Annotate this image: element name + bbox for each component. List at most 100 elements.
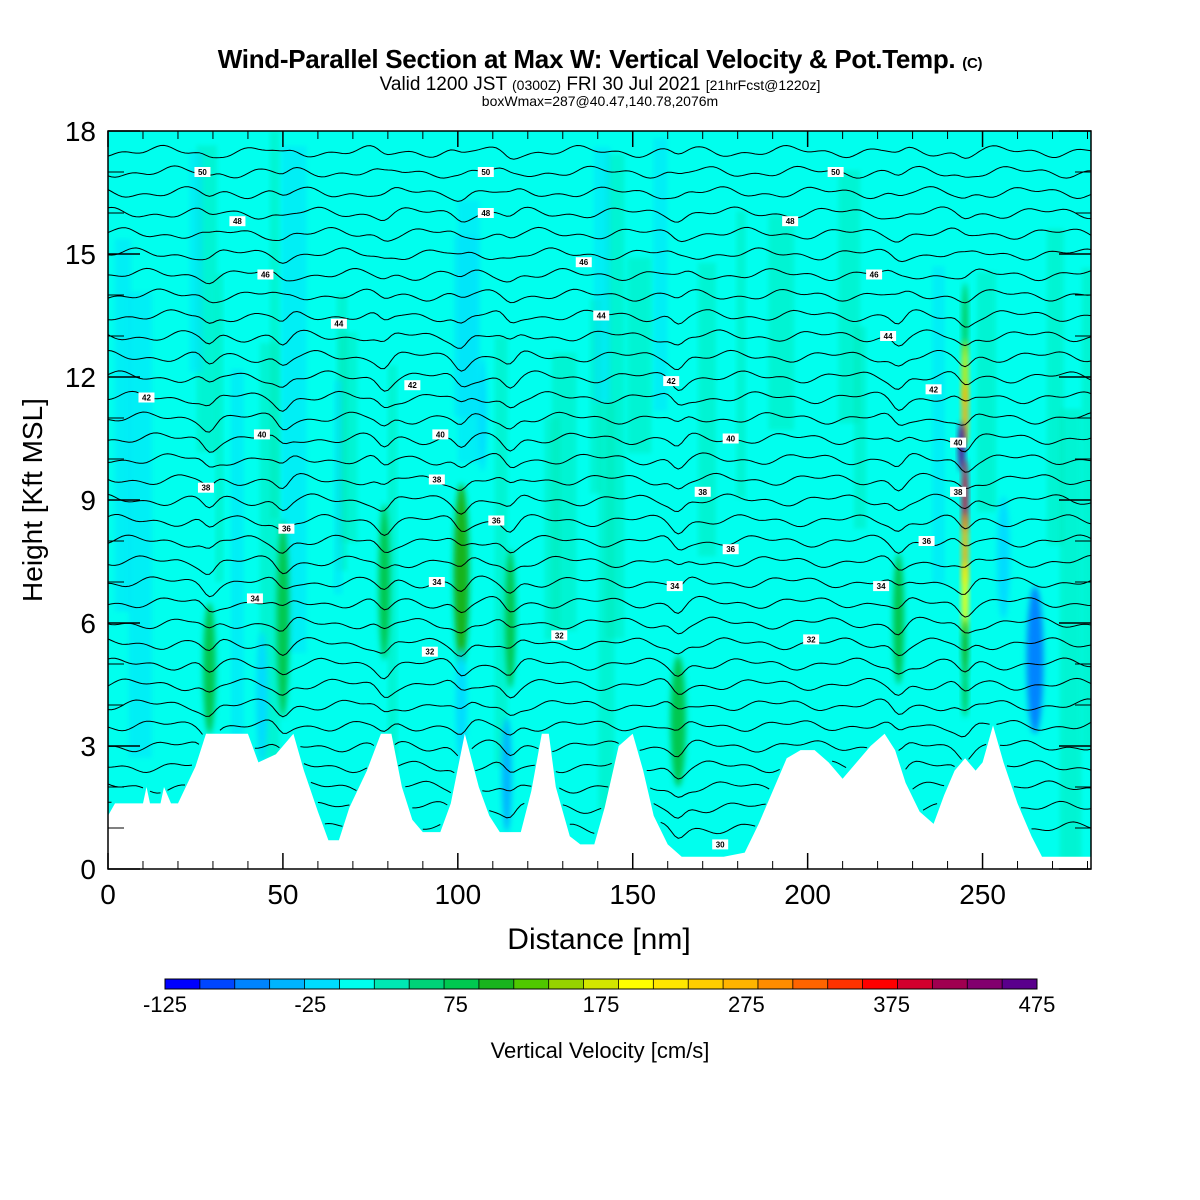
- theta-label-bg: [421, 646, 438, 657]
- theta-label-bg: [722, 433, 739, 444]
- colorbar-tick-label: -25: [294, 992, 326, 1017]
- theta-label: 32: [803, 634, 820, 645]
- streak-band: [598, 402, 615, 811]
- y-axis-label: Height [Kft MSL]: [17, 398, 48, 602]
- theta-label-bg: [432, 429, 449, 440]
- colorbar-swatch: [897, 979, 933, 989]
- theta-label-text: 44: [884, 332, 893, 341]
- colorbar-swatch: [792, 979, 829, 989]
- theta-label: 44: [593, 310, 610, 321]
- velocity-cell: [962, 668, 968, 718]
- theta-label-text: 46: [579, 258, 588, 267]
- streak-band: [1046, 228, 1064, 546]
- streak-band: [128, 292, 152, 758]
- velocity-cell: [276, 520, 290, 718]
- theta-label: 34: [428, 577, 445, 587]
- theta-label: 36: [278, 523, 295, 534]
- colorbar-swatch: [618, 979, 654, 989]
- streak-band: [768, 215, 795, 430]
- isentrope-line: [108, 226, 1091, 243]
- streak-band: [653, 138, 668, 412]
- isentrope-line: [108, 432, 1091, 453]
- theta-label-text: 34: [670, 582, 679, 591]
- theta-label: 42: [138, 392, 155, 403]
- theta-isentropes: [108, 144, 1091, 839]
- streak-band: [698, 262, 716, 557]
- theta-label: 36: [918, 536, 935, 546]
- x-tick-label: 50: [267, 879, 298, 910]
- theta-label: 50: [477, 167, 494, 177]
- isentrope-line: [108, 493, 1091, 515]
- theta-label-bg: [477, 208, 494, 218]
- isentrope-line: [108, 186, 1091, 202]
- colorbar-swatch: [548, 979, 585, 989]
- theta-label-text: 40: [726, 435, 735, 444]
- velocity-cell: [256, 631, 268, 763]
- theta-label-bg: [666, 581, 683, 592]
- theta-label-text: 36: [726, 545, 735, 554]
- theta-label: 40: [432, 429, 449, 440]
- theta-label-bg: [880, 331, 897, 341]
- velocity-cell: [505, 549, 516, 689]
- theta-label: 40: [253, 429, 270, 440]
- theta-label-bg: [827, 167, 844, 177]
- colorbar-swatch: [967, 979, 1003, 989]
- theta-label-bg: [488, 515, 505, 526]
- theta-label-text: 48: [481, 209, 490, 218]
- colorbar-tick-label: 75: [443, 992, 467, 1017]
- theta-label-text: 32: [555, 631, 564, 640]
- theta-label-text: 30: [716, 840, 725, 849]
- velocity-features: [203, 282, 1044, 833]
- plot-area: 50 50 50 48 48 48 46 46 46 44 44 44 42 42 42 42 40 40 40 40…: [108, 131, 1091, 869]
- theta-label-bg: [950, 486, 967, 497]
- theta-label-text: 48: [786, 217, 795, 226]
- isentrope-line: [108, 390, 1091, 412]
- isentrope-line: [108, 800, 1091, 819]
- theta-label-bg: [663, 376, 680, 387]
- isentrope-line: [108, 760, 1091, 780]
- colorbar-tick-label: 175: [583, 992, 620, 1017]
- theta-label-bg: [330, 318, 347, 329]
- colorbar-swatch: [374, 979, 410, 989]
- streak-band: [494, 336, 508, 767]
- streak-band: [114, 238, 131, 612]
- theta-label-text: 50: [481, 168, 490, 177]
- theta-label-text: 40: [954, 439, 963, 448]
- isentrope-line: [108, 780, 1091, 798]
- theta-label-text: 34: [432, 578, 441, 587]
- velocity-cell: [962, 282, 968, 357]
- theta-label-bg: [803, 634, 820, 645]
- colorbar-swatch: [444, 979, 480, 989]
- velocity-cell: [1026, 586, 1044, 734]
- y-tick-label: 6: [80, 608, 96, 639]
- theta-label: 42: [925, 384, 942, 395]
- y-tick-label: 3: [80, 731, 96, 762]
- chart-subtitle-box: boxWmax=287@40.47,140.78,2076m: [481, 93, 719, 109]
- theta-label-bg: [782, 216, 799, 227]
- theta-label-text: 44: [597, 312, 606, 321]
- theta-label-bg: [246, 593, 263, 604]
- isentrope-line: [108, 719, 1091, 738]
- theta-label: 38: [197, 482, 214, 493]
- theta-label: 46: [866, 269, 883, 280]
- isentrope-line: [108, 349, 1091, 372]
- y-tick-label: 15: [65, 239, 96, 270]
- theta-label: 48: [477, 208, 494, 218]
- theta-label: 38: [428, 474, 445, 485]
- streak-band: [215, 274, 224, 582]
- theta-label-text: 38: [698, 488, 707, 497]
- isentrope-line: [108, 165, 1091, 179]
- streak-band: [457, 200, 480, 463]
- isentrope-line: [108, 247, 1091, 264]
- streak-band: [838, 170, 861, 424]
- theta-labels: 50 50 50 48 48 48 46 46 46 44 44 44 42 42 42 42 40 40 40 40…: [138, 167, 967, 850]
- theta-label-bg: [866, 269, 883, 280]
- theta-label: 38: [694, 486, 711, 497]
- streak-band: [593, 146, 611, 403]
- theta-label-text: 32: [807, 635, 816, 644]
- isentrope-line: [108, 206, 1091, 223]
- streak-band: [932, 266, 945, 584]
- colorbar-swatch: [304, 979, 340, 989]
- theta-label-text: 46: [261, 271, 270, 280]
